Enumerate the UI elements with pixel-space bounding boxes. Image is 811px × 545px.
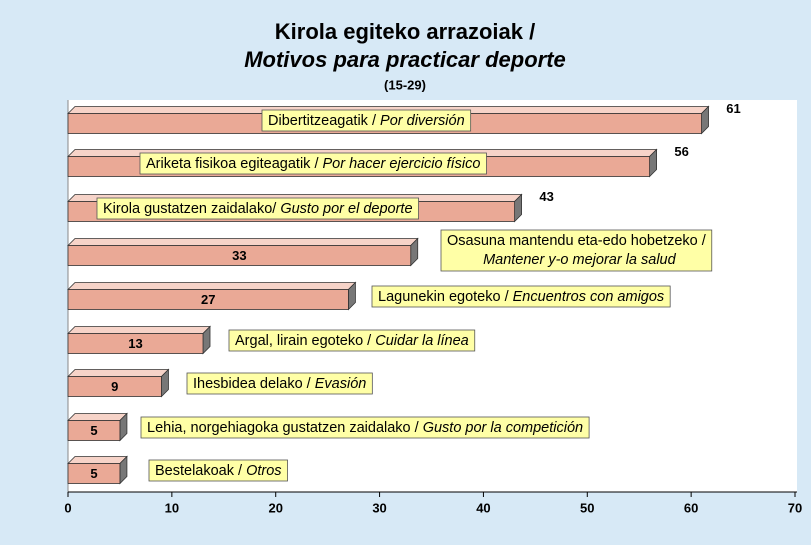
category-label-es: Evasión: [315, 376, 367, 392]
category-box: [261, 109, 472, 132]
bar-front: [67, 289, 349, 310]
bar-front: [67, 333, 204, 354]
category-label-es: Otros: [246, 463, 281, 479]
category-box: [96, 197, 419, 220]
category-label: Ihesbidea delako / Evasión: [193, 376, 366, 392]
bar-top: [67, 369, 170, 377]
bar: [67, 325, 211, 355]
bar: [67, 412, 128, 442]
chart-note: (15-29): [384, 77, 426, 92]
bar: [67, 281, 357, 311]
bar-front: [67, 463, 121, 484]
value-label: 5: [90, 466, 97, 481]
category-label-es: Por diversión: [380, 113, 465, 129]
category-box: [228, 329, 476, 352]
category-label-es: Por hacer ejercicio físico: [323, 156, 481, 172]
category-label-es: Gusto por la competición: [423, 420, 583, 436]
x-tick-label: 10: [165, 500, 179, 515]
value-label: 13: [128, 336, 142, 351]
category-box: [440, 229, 713, 272]
category-label: Lagunekin egoteko / Encuentros con amigo…: [378, 289, 664, 305]
value-label: 33: [232, 248, 246, 263]
bar: [67, 237, 419, 267]
category-label-eu: Lehia, norgehiagoka gustatzen zaidalako …: [147, 420, 423, 436]
x-tick-label: 20: [268, 500, 282, 515]
value-label: 5: [90, 423, 97, 438]
bar: [67, 455, 128, 485]
bar-front: [67, 420, 121, 441]
bar-top: [67, 282, 357, 290]
x-tick-label: 50: [580, 500, 594, 515]
bar-top: [67, 413, 128, 421]
category-box: [139, 152, 487, 175]
bar-top: [67, 326, 211, 334]
category-label-eu: Lagunekin egoteko /: [378, 289, 513, 305]
value-label: 43: [539, 189, 553, 204]
category-label-eu: Ariketa fisikoa egiteagatik /: [146, 156, 323, 172]
bar-front: [67, 245, 412, 266]
bar-front: [67, 376, 162, 397]
category-box: [371, 285, 671, 308]
x-tick-label: 30: [372, 500, 386, 515]
value-label: 56: [674, 144, 688, 159]
category-label: Bestelakoak / Otros: [155, 463, 282, 479]
chart-subtitle: Motivos para practicar deporte: [244, 47, 566, 72]
category-label: Osasuna mantendu eta-edo hobetzeko /: [447, 233, 707, 249]
category-label-eu: Ihesbidea delako /: [193, 376, 315, 392]
category-label-es: Encuentros con amigos: [513, 289, 665, 305]
category-label-eu: Dibertitzeagatik /: [268, 113, 380, 129]
x-tick-label: 60: [684, 500, 698, 515]
category-label: Dibertitzeagatik / Por diversión: [268, 113, 465, 129]
x-tick-label: 40: [476, 500, 490, 515]
category-label-es: Mantener y-o mejorar la salud: [483, 252, 677, 268]
category-label: Kirola gustatzen zaidalako/ Gusto por el…: [103, 201, 413, 217]
category-label-es: Gusto por el deporte: [280, 201, 412, 217]
value-label: 27: [201, 292, 215, 307]
category-label-eu: Bestelakoak /: [155, 463, 246, 479]
category-label: Ariketa fisikoa egiteagatik / Por hacer …: [146, 156, 480, 172]
bar: [67, 368, 170, 398]
category-label-eu: Argal, lirain egoteko /: [235, 333, 375, 349]
category-label: Lehia, norgehiagoka gustatzen zaidalako …: [147, 420, 583, 436]
bar-top: [67, 456, 128, 464]
category-box: [148, 459, 288, 482]
x-tick-label: 0: [64, 500, 71, 515]
category-label-es: Cuidar la línea: [375, 333, 469, 349]
chart-title: Kirola egiteko arrazoiak /: [275, 19, 535, 44]
bar-top: [67, 238, 419, 246]
value-label: 9: [111, 379, 118, 394]
category-box: [186, 372, 373, 395]
category-label-eu: Kirola gustatzen zaidalako/: [103, 201, 280, 217]
category-box: [140, 416, 590, 439]
value-label: 61: [726, 101, 740, 116]
x-tick-label: 70: [788, 500, 802, 515]
category-label: Argal, lirain egoteko / Cuidar la línea: [235, 333, 469, 349]
